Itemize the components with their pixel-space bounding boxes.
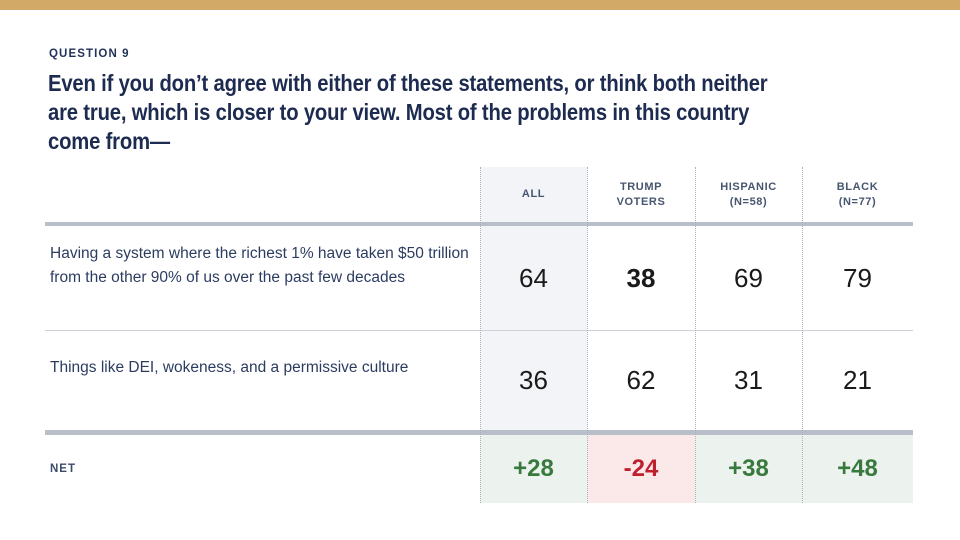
net-value-cell: +38: [728, 455, 769, 482]
column-header-line: VOTERS: [616, 195, 666, 208]
value-cell: 36: [519, 365, 548, 395]
value-cell: 64: [519, 262, 548, 293]
column-header-line: (N=58): [729, 195, 768, 208]
column-separator: [802, 167, 803, 503]
column-separator: [587, 167, 588, 503]
row-label-dei-wokeness: Things like DEI, wokeness, and a permiss…: [50, 359, 409, 376]
column-header-black: BLACK (N=77): [802, 167, 913, 222]
column-header-line: ALL: [521, 188, 546, 200]
net-row-label: NET: [50, 463, 76, 475]
column-separator: [695, 167, 696, 503]
column-header-line: HISPANIC: [720, 180, 777, 193]
question-title-line: come from—: [48, 128, 170, 154]
accent-top-bar: [0, 0, 960, 10]
column-separator: [480, 167, 481, 503]
column-header-all: ALL: [480, 167, 587, 222]
value-cell: 79: [843, 262, 872, 293]
net-cell-background-positive: [802, 435, 913, 503]
question-title-line: are true, which is closer to your view. …: [48, 99, 750, 125]
net-value-cell: +48: [837, 455, 878, 482]
row-divider-rule: [45, 330, 913, 331]
net-divider-rule: [45, 430, 913, 435]
value-cell: 31: [734, 365, 763, 395]
net-cell-background-positive: [695, 435, 802, 503]
question-number-label: QUESTION 9: [49, 48, 130, 60]
net-value-cell: +28: [513, 455, 554, 482]
question-title-line: Even if you don’t agree with either of t…: [48, 70, 768, 96]
value-cell: 69: [734, 262, 763, 293]
column-header-line: (N=77): [838, 195, 877, 208]
column-header-trump-voters: TRUMP VOTERS: [587, 167, 695, 222]
header-divider-rule: [45, 222, 913, 226]
net-cell-background-negative: [587, 435, 695, 503]
all-column-background: [480, 167, 587, 430]
column-header-hispanic: HISPANIC (N=58): [695, 167, 802, 222]
value-cell: 21: [843, 365, 872, 395]
value-cell: 62: [626, 365, 656, 395]
question-title: Even if you don’t agree with either of t…: [48, 69, 866, 156]
net-cell-background-positive: [480, 435, 587, 503]
net-value-cell: -24: [623, 455, 659, 482]
column-header-line: BLACK: [836, 180, 879, 193]
value-cell: 38: [626, 262, 656, 293]
results-table: ALL TRUMP VOTERS HISPANIC (N=58) BLACK (…: [45, 167, 913, 503]
column-header-line: TRUMP: [619, 180, 663, 193]
row-label-richest-one-percent: Having a system where the richest 1% hav…: [50, 245, 469, 286]
